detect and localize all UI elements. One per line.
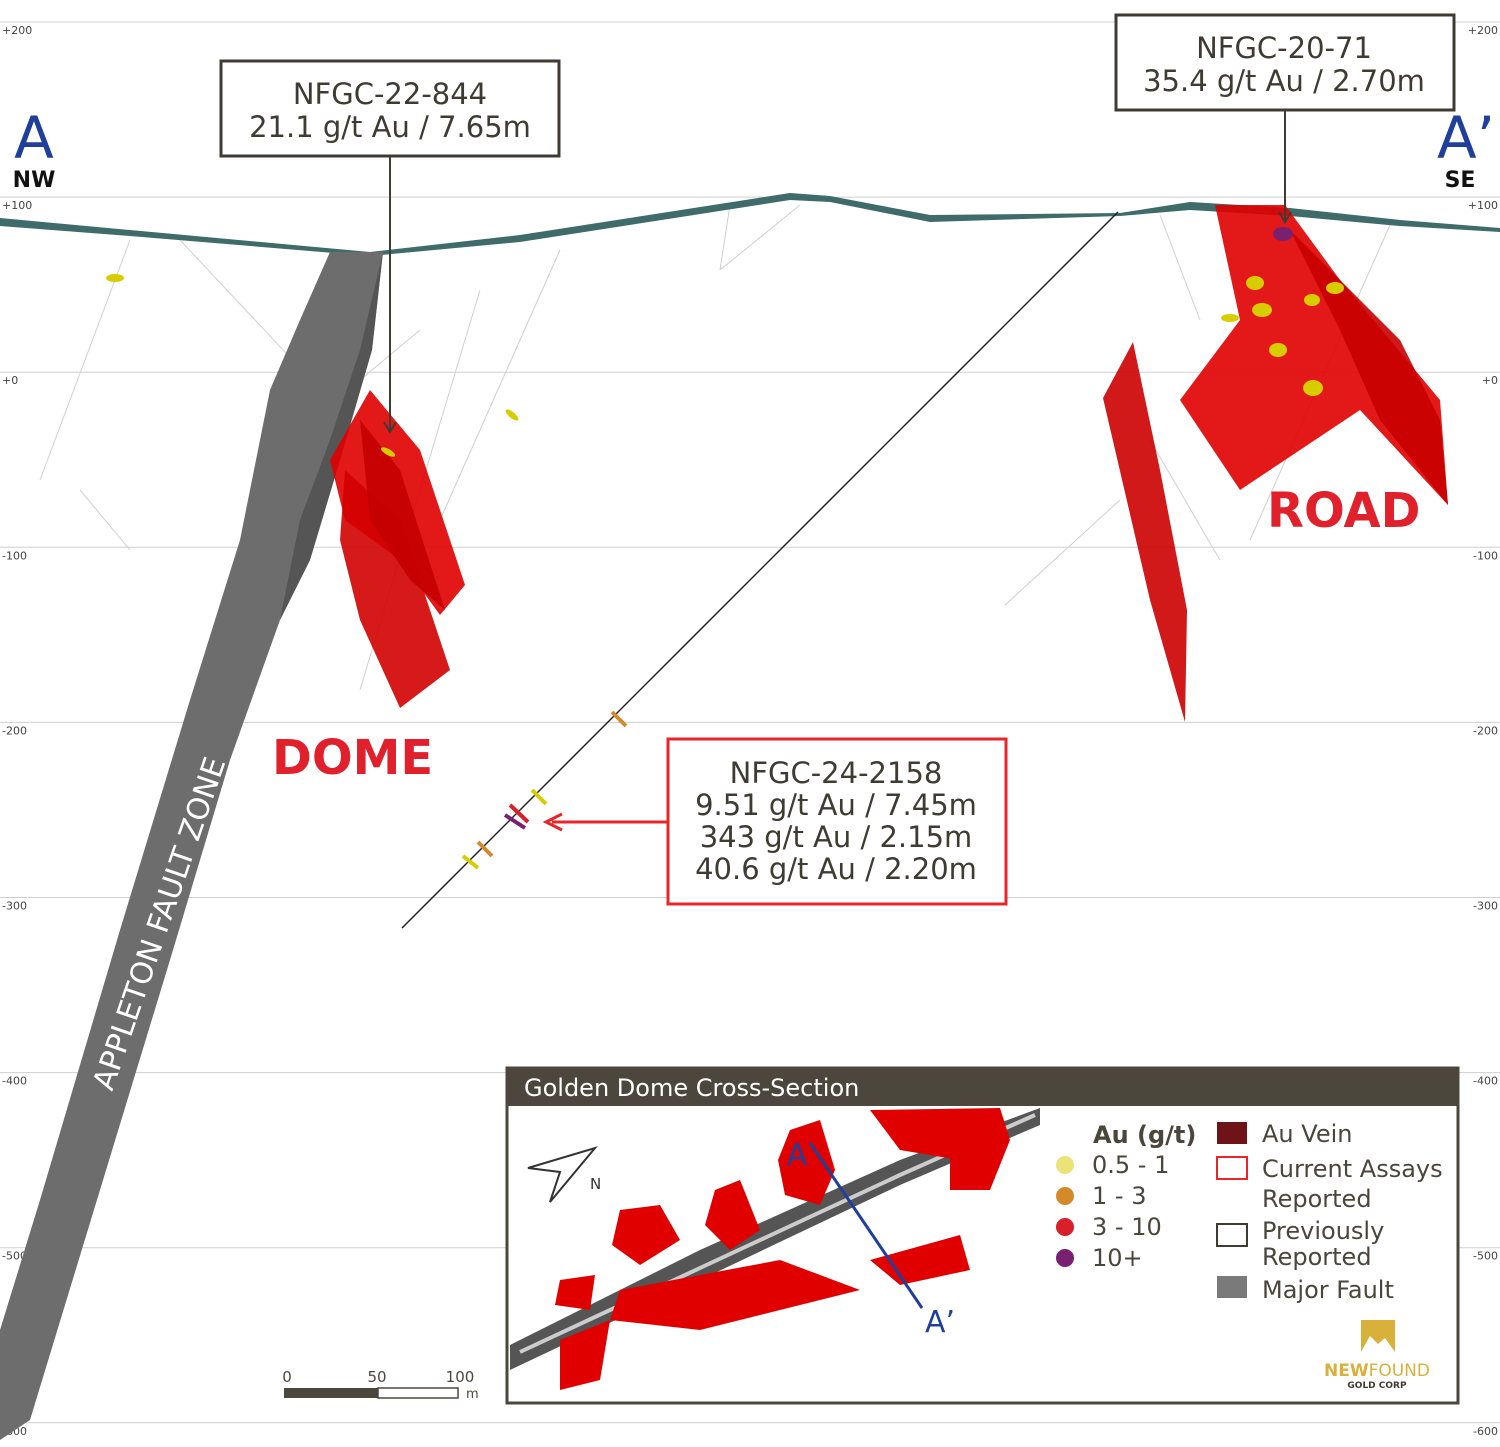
callout-hole-id: NFGC-20-71 [1196,31,1372,65]
legend-label: Previously [1262,1217,1384,1245]
callout-nfgc-24-2158: NFGC-24-2158 9.51 g/t Au / 7.45m 343 g/t… [542,737,1008,906]
legend-label: 1 - 3 [1092,1182,1146,1210]
legend-label: Major Fault [1262,1276,1394,1304]
legend: Au (g/t) 0.5 - 1 1 - 3 3 - 10 10+ Au Vei… [1056,1120,1443,1304]
inset-section-end: A’ [925,1305,955,1340]
section-end-letter: A’ [1437,104,1495,172]
logo-subtitle: GOLD CORP [1347,1381,1407,1391]
elevation-label-left: -200 [2,724,27,737]
elevation-grid: +200 +200 +100 +100 +0 +0 -100 -100 -200 -200 -300… [0,21,1500,1438]
scale-unit: m [466,1387,479,1402]
scale-bar: 0 50 100 m [282,1368,478,1402]
legend-label: Current Assays [1262,1155,1443,1183]
legend-swatch [1056,1249,1074,1267]
road-label: ROAD [1267,483,1420,539]
inset-panel: Golden Dome Cross-Section A A’ N [505,1066,1460,1405]
appleton-fault [0,252,383,1440]
elevation-label-right: -400 [1473,1075,1498,1088]
legend-label: Reported [1262,1185,1372,1213]
inset-section-line [808,1142,924,1309]
elevation-label-right: -200 [1473,724,1498,737]
logo-text-a: NEW [1324,1361,1369,1381]
newfound-logo: NEWFOUND GOLD CORP [1324,1320,1430,1391]
legend-swatch [1056,1156,1074,1174]
topographic-surface [0,193,1500,256]
section-start-direction: NW [13,168,56,193]
inset-section-start: A [787,1138,808,1173]
elevation-label-right: -300 [1473,900,1498,913]
road-veins [1103,205,1448,722]
section-end-direction: SE [1445,168,1476,193]
drill-hole-nfgc-24-2158 [401,211,1119,929]
legend-label: Au Vein [1262,1120,1352,1148]
elevation-label-right: -500 [1473,1250,1498,1263]
callout-line: 40.6 g/t Au / 2.20m [695,852,977,886]
elevation-label-left: -300 [2,900,27,913]
svg-text:NEWFOUND: NEWFOUND [1324,1361,1430,1381]
elevation-label-right: -100 [1473,549,1498,562]
north-arrow-icon [527,1146,598,1203]
elevation-label-left: +0 [2,374,18,387]
legend-swatch [1216,1156,1248,1180]
north-label: N [590,1175,601,1193]
logo-mountain-icon [1361,1320,1395,1352]
dome-veins [330,390,465,708]
elevation-label-left: -100 [2,549,27,562]
elevation-label-right: -600 [1473,1425,1498,1438]
legend-swatch [1216,1223,1248,1247]
legend-label: 3 - 10 [1092,1213,1162,1241]
callout-line: 343 g/t Au / 2.15m [700,820,973,854]
section-start-letter: A [14,104,54,172]
elevation-label-left: +100 [2,199,32,212]
elevation-label-right: +100 [1468,199,1498,212]
elevation-label-left: -500 [2,1250,27,1263]
legend-label: 10+ [1092,1244,1143,1272]
logo-text-b: FOUND [1369,1361,1430,1381]
legend-swatch [1217,1276,1247,1298]
scale-tick: 100 [446,1368,475,1386]
elevation-label-left: +200 [2,24,32,37]
callout-hole-id: NFGC-22-844 [293,77,487,111]
fault-shade [280,252,383,620]
assay-markers [106,227,1344,457]
inset-map: A A’ N [510,1108,1040,1390]
callout-nfgc-22-844: NFGC-22-844 21.1 g/t Au / 7.65m [219,59,561,434]
scale-tick: 50 [367,1368,386,1386]
legend-swatch [1056,1218,1074,1236]
legend-title: Au (g/t) [1093,1121,1196,1149]
elevation-label-left: -400 [2,1075,27,1088]
legend-label: Reported [1262,1243,1372,1271]
callout-hole-id: NFGC-24-2158 [730,756,943,790]
inset-title: Golden Dome Cross-Section [524,1074,859,1102]
elevation-label-right: +200 [1468,24,1498,37]
scale-tick: 0 [282,1368,292,1386]
elevation-label-right: +0 [1482,374,1498,387]
legend-label: 0.5 - 1 [1092,1151,1169,1179]
callout-line: 35.4 g/t Au / 2.70m [1143,64,1425,98]
callout-nfgc-20-71: NFGC-20-71 35.4 g/t Au / 2.70m [1114,13,1456,224]
dome-label: DOME [272,730,433,786]
callout-line: 9.51 g/t Au / 7.45m [695,788,977,822]
legend-swatch [1217,1122,1247,1144]
drill-intercepts [461,710,628,870]
callout-line: 21.1 g/t Au / 7.65m [249,110,531,144]
legend-swatch [1056,1187,1074,1205]
